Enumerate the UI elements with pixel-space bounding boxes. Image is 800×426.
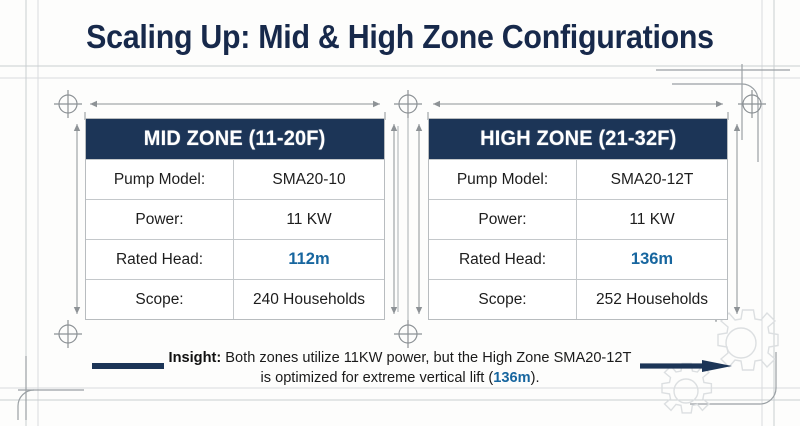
dimension-right-high (733, 124, 741, 314)
cell-value: 11 KW (629, 210, 675, 228)
mid-zone-table: MID ZONE (11-20F) Pump Model: SMA20-10 P… (85, 118, 385, 320)
cell-label: Pump Model: (86, 160, 234, 199)
datum-target-icon (54, 90, 82, 118)
cell-value-rated-head: 112m (288, 250, 330, 268)
dimension-right-mid (390, 124, 398, 314)
cell-value: 240 Households (252, 290, 366, 308)
cell-value: SMA20-12T (610, 170, 694, 188)
insight-highlight: 136m (493, 370, 531, 386)
insight-prefix: Insight: (168, 350, 222, 366)
table-row: Rated Head: 112m (86, 239, 384, 279)
insight-arrow-icon (640, 360, 732, 372)
insight-body-after: ). (530, 370, 540, 386)
table-row: Power: 11 KW (86, 199, 384, 239)
cell-label: Rated Head: (429, 240, 577, 279)
table-row: Scope: 252 Households (429, 279, 727, 319)
high-zone-header: HIGH ZONE (21-32F) (429, 119, 727, 159)
cell-label: Scope: (86, 280, 234, 319)
datum-target-icon (394, 320, 422, 348)
insight-body-before: Both zones utilize 11KW power, but the H… (221, 350, 632, 386)
dimension-left-high (415, 124, 423, 314)
cell-label: Power: (86, 200, 234, 239)
cell-value-rated-head: 136m (630, 250, 674, 268)
cell-label: Power: (429, 200, 577, 239)
table-row: Pump Model: SMA20-10 (86, 159, 384, 199)
table-row: Pump Model: SMA20-12T (429, 159, 727, 199)
mid-zone-header-label: MID ZONE (11-20F) (144, 127, 326, 150)
cell-value: SMA20-10 (272, 170, 346, 188)
high-zone-table: HIGH ZONE (21-32F) Pump Model: SMA20-12T… (428, 118, 728, 320)
insight-text: Insight: Both zones utilize 11KW power, … (165, 348, 635, 388)
high-zone-header-label: HIGH ZONE (21-32F) (479, 127, 677, 150)
table-row: Scope: 240 Households (86, 279, 384, 319)
dimension-left-mid (73, 124, 81, 314)
cell-label: Scope: (429, 280, 577, 319)
cell-value: 252 Households (595, 290, 709, 308)
mid-zone-header: MID ZONE (11-20F) (86, 119, 384, 159)
cell-value: 11 KW (286, 210, 332, 228)
insight-band: Insight: Both zones utilize 11KW power, … (0, 348, 800, 388)
cell-label: Pump Model: (429, 160, 577, 199)
page-title: Scaling Up: Mid & High Zone Configuratio… (86, 18, 714, 55)
datum-target-icon (738, 90, 766, 118)
insight-rule-left (92, 363, 164, 369)
cell-label: Rated Head: (86, 240, 234, 279)
datum-target-icon (394, 90, 422, 118)
table-row: Power: 11 KW (429, 199, 727, 239)
datum-target-icon (54, 320, 82, 348)
table-row: Rated Head: 136m (429, 239, 727, 279)
